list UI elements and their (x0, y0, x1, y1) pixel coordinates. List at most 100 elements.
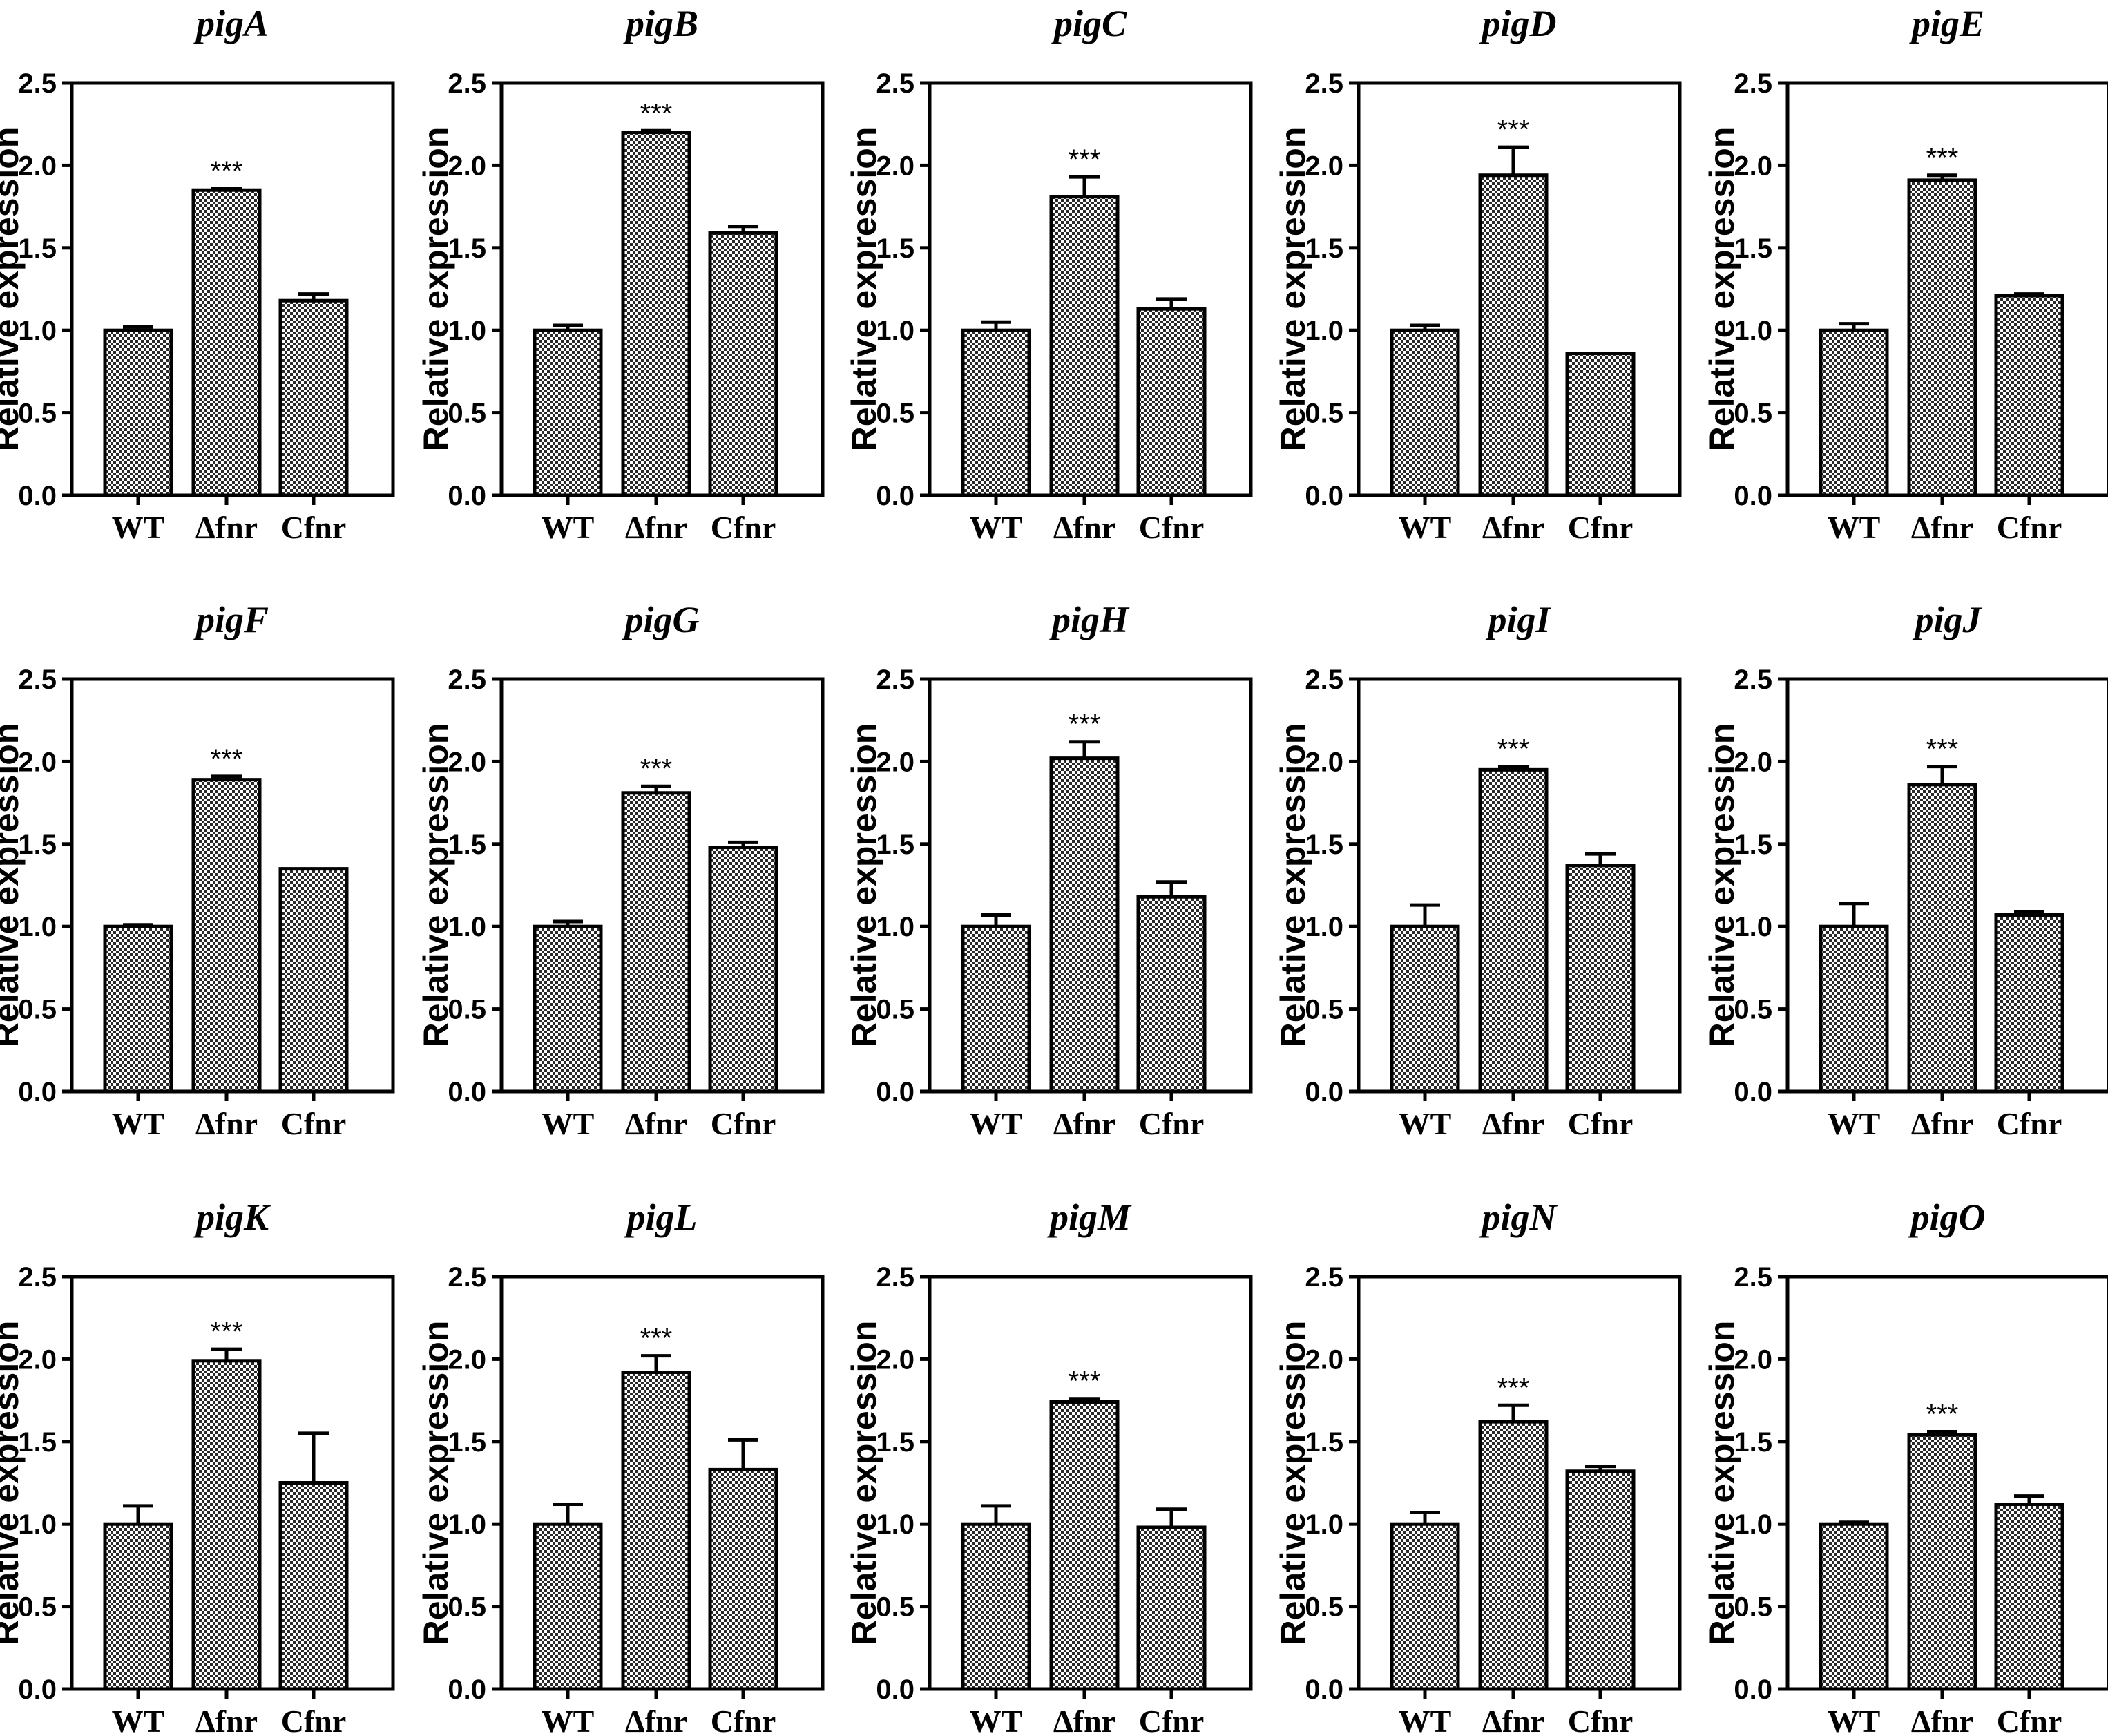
bar-WT (533, 924, 603, 1094)
y-tick-label: 0.0 (1305, 1077, 1343, 1107)
y-axis-label: Relative expression (1703, 1321, 1741, 1646)
bar-Cfnr (1994, 913, 2064, 1094)
y-tick-label: 0.0 (1734, 1077, 1772, 1107)
y-axis-label: Relative expression (1703, 723, 1741, 1048)
y-tick-label: 1.0 (1734, 316, 1772, 346)
x-tick-label: Δfnr (1053, 1106, 1115, 1141)
y-tick-label: 2.5 (876, 68, 914, 99)
bar-Δfnr (621, 131, 691, 497)
y-tick-label: 2.5 (448, 665, 486, 695)
y-tick-label: 0.5 (1734, 399, 1772, 429)
y-axis-label: Relative expression (845, 1321, 883, 1646)
bar-Cfnr (1565, 352, 1636, 497)
bar-Δfnr (1049, 1400, 1120, 1691)
chart-title: pigF (193, 599, 269, 640)
panel-pigJ: pigJ Relative expression WT Δfnr Cfnr *** 0.0 0… (1703, 599, 2108, 1141)
chart-title: pigH (1049, 599, 1130, 640)
x-tick-label: Δfnr (1482, 1106, 1544, 1141)
bar-Cfnr (1565, 864, 1636, 1094)
panel-pigF: pigF Relative expression WT Δfnr Cfnr *** 0.0 0… (0, 599, 395, 1141)
y-tick-label: 2.5 (1734, 68, 1772, 99)
y-tick-label: 1.0 (876, 1509, 914, 1540)
x-tick-label: Δfnr (625, 1106, 687, 1141)
y-tick-label: 1.5 (1305, 830, 1343, 860)
bar-Δfnr (1478, 767, 1549, 1094)
y-tick-label: 0.0 (448, 1077, 486, 1107)
y-tick-label: 0.5 (1734, 995, 1772, 1025)
x-tick-label: Δfnr (1911, 1704, 1973, 1736)
y-tick-label: 0.5 (18, 1592, 57, 1623)
y-tick-label: 2.0 (876, 747, 914, 777)
y-tick-label: 0.0 (18, 481, 57, 511)
x-tick-label: Cfnr (711, 1106, 776, 1141)
y-tick-label: 0.0 (18, 1077, 57, 1107)
y-tick-label: 1.5 (1734, 1427, 1772, 1458)
panel-pigD: pigD Relative expression WT Δfnr Cfnr *** 0.0 0… (1274, 3, 1682, 545)
y-tick-label: 0.0 (1305, 1675, 1343, 1705)
bar-Δfnr (1907, 783, 1977, 1094)
chart-title: pigG (622, 599, 700, 640)
x-tick-label: WT (970, 510, 1023, 545)
y-tick-label: 2.0 (448, 747, 486, 777)
x-tick-label: Δfnr (1482, 510, 1544, 545)
y-axis-label: Relative expression (416, 1321, 455, 1646)
y-axis-label: Relative expression (416, 723, 455, 1048)
bar-Cfnr (708, 231, 778, 497)
significance-label: *** (211, 156, 243, 187)
y-tick-label: 1.5 (448, 830, 486, 860)
significance-label: *** (1497, 1373, 1530, 1403)
y-tick-label: 2.5 (448, 1262, 486, 1293)
bar-Cfnr (278, 298, 349, 497)
y-tick-label: 1.5 (1734, 830, 1772, 860)
x-tick-label: WT (970, 1704, 1023, 1736)
x-tick-label: Cfnr (1997, 1106, 2062, 1141)
y-tick-label: 0.5 (1734, 1592, 1772, 1623)
bar-WT (1390, 1522, 1460, 1691)
x-tick-label: Δfnr (195, 510, 258, 545)
y-tick-label: 1.5 (1734, 233, 1772, 264)
bar-Cfnr (1994, 1503, 2064, 1691)
x-tick-label: Cfnr (281, 1106, 347, 1141)
bar-Δfnr (1478, 173, 1549, 497)
y-tick-label: 0.5 (18, 995, 57, 1025)
y-tick-label: 1.0 (18, 912, 57, 942)
y-tick-label: 2.5 (1734, 1262, 1772, 1293)
y-tick-label: 2.5 (876, 1262, 914, 1293)
bar-Cfnr (278, 1481, 349, 1691)
significance-label: *** (1069, 709, 1101, 740)
bar-WT (1819, 1522, 1889, 1691)
panel-pigH: pigH Relative expression WT Δfnr Cfnr *** 0.0 0… (845, 599, 1253, 1141)
y-tick-label: 2.5 (1305, 665, 1343, 695)
chart-title: pigB (623, 3, 698, 44)
x-tick-label: WT (112, 1106, 165, 1141)
y-tick-label: 0.5 (448, 1592, 486, 1623)
plot-frame (1785, 677, 2108, 1094)
y-tick-label: 1.5 (18, 830, 57, 860)
y-tick-label: 0.5 (18, 399, 57, 429)
x-tick-label: Δfnr (625, 510, 687, 545)
y-tick-label: 0.5 (876, 1592, 914, 1623)
y-tick-label: 2.0 (18, 151, 57, 181)
y-tick-label: 0.0 (448, 1675, 486, 1705)
y-axis-label: Relative expression (0, 723, 26, 1048)
y-tick-label: 1.0 (1734, 1509, 1772, 1540)
y-tick-label: 1.5 (876, 233, 914, 264)
y-tick-label: 0.5 (448, 995, 486, 1025)
plot-frame (70, 81, 395, 497)
y-tick-label: 2.0 (448, 1344, 486, 1375)
y-tick-label: 0.5 (1305, 1592, 1343, 1623)
y-tick-label: 2.0 (18, 1344, 57, 1375)
x-tick-label: WT (1828, 510, 1881, 545)
y-axis-label: Relative expression (416, 127, 455, 452)
x-tick-label: Δfnr (1482, 1704, 1544, 1736)
y-tick-label: 1.5 (1305, 233, 1343, 264)
y-tick-label: 1.5 (18, 1427, 57, 1458)
x-tick-label: WT (112, 510, 165, 545)
plot-frame (499, 1275, 825, 1691)
bar-WT (103, 1522, 173, 1691)
y-axis-label: Relative expression (845, 723, 883, 1048)
bar-Δfnr (621, 1371, 691, 1691)
chart-title: pigN (1479, 1196, 1558, 1238)
x-tick-label: Cfnr (281, 510, 347, 545)
y-tick-label: 0.5 (876, 399, 914, 429)
